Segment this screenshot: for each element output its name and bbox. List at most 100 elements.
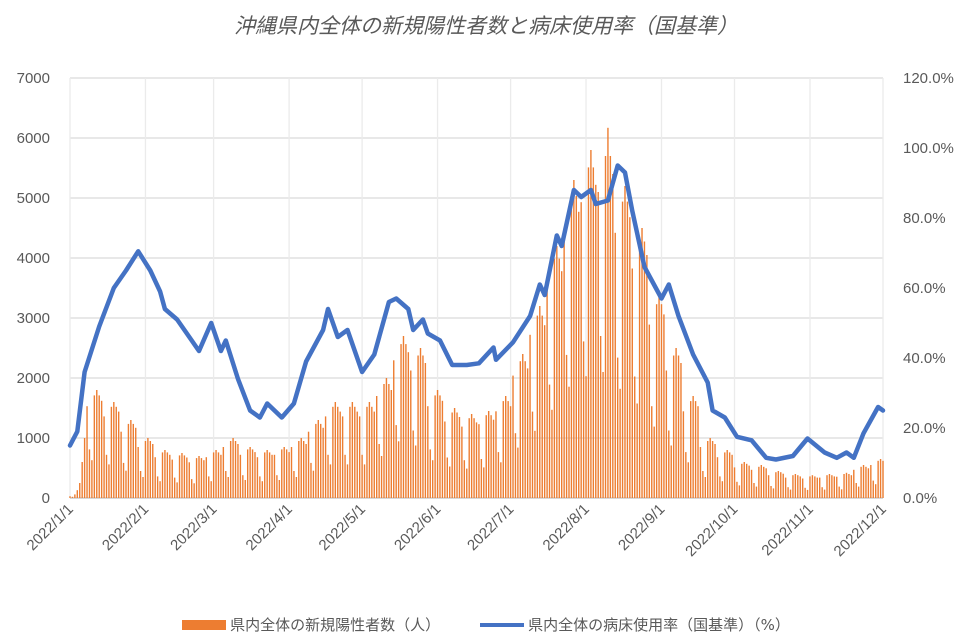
bar-daily-cases — [660, 304, 663, 498]
bar-daily-cases — [648, 324, 651, 498]
bar-daily-cases — [575, 195, 577, 498]
bar-daily-cases — [98, 395, 100, 498]
bar-daily-cases — [767, 475, 770, 498]
bar-daily-cases — [500, 462, 502, 498]
bar-daily-cases — [845, 472, 848, 498]
bar-daily-cases — [390, 390, 393, 498]
y-right-tick-label: 60.0% — [903, 280, 946, 297]
bar-daily-cases — [208, 476, 210, 498]
bar-daily-cases — [587, 167, 590, 498]
bar-daily-cases — [234, 441, 237, 498]
bar-daily-cases — [237, 444, 239, 498]
bar-daily-cases — [217, 452, 220, 498]
bar-daily-cases — [694, 401, 697, 498]
y-right-tick-label: 120.0% — [903, 70, 954, 87]
bar-daily-cases — [434, 395, 436, 498]
bar-daily-cases — [225, 471, 227, 498]
bar-daily-cases — [144, 441, 147, 498]
bar-daily-cases — [675, 348, 677, 498]
y-left-tick-label: 4000 — [17, 250, 50, 267]
bar-daily-cases — [865, 466, 867, 498]
bar-daily-cases — [324, 416, 327, 498]
bar-daily-cases — [395, 425, 397, 498]
bar-daily-cases — [814, 476, 816, 498]
bar-daily-cases — [604, 156, 607, 498]
bar-daily-cases — [173, 477, 176, 498]
bar-daily-cases — [643, 241, 646, 498]
bar-daily-cases — [843, 474, 845, 498]
bar-daily-cases — [310, 462, 312, 498]
bar-daily-cases — [232, 438, 234, 498]
bar-daily-cases — [436, 390, 439, 498]
bar-daily-cases — [877, 460, 879, 498]
bar-daily-cases — [485, 415, 487, 498]
bar-daily-cases — [772, 488, 775, 498]
bar-daily-cases — [573, 180, 575, 498]
bar-daily-cases — [127, 423, 130, 498]
bar-daily-cases — [838, 486, 840, 498]
bar-daily-cases — [130, 420, 132, 498]
bar-daily-cases — [519, 361, 522, 498]
bar-daily-cases — [402, 336, 405, 498]
bar-daily-cases — [578, 211, 580, 499]
bar-daily-cases — [188, 462, 190, 498]
x-tick-label: 2022/6/1 — [391, 501, 444, 554]
bar-daily-cases — [281, 449, 283, 498]
bar-daily-cases — [631, 268, 633, 498]
bar-daily-cases — [670, 445, 672, 498]
bar-daily-cases — [113, 402, 115, 498]
bar-daily-cases — [251, 449, 254, 498]
bar-daily-cases — [320, 423, 322, 498]
bar-daily-cases — [682, 411, 685, 498]
bar-daily-cases — [147, 438, 149, 498]
bar-daily-cases — [100, 400, 103, 498]
bar-daily-cases — [612, 174, 614, 498]
bar-daily-cases — [156, 476, 159, 498]
bar-daily-cases — [522, 354, 524, 498]
bar-daily-cases — [692, 396, 694, 498]
bar-daily-cases — [154, 457, 156, 498]
bar-daily-cases — [653, 426, 655, 498]
x-tick-label: 2022/7/1 — [464, 501, 517, 554]
legend-item-bed-occupancy: 県内全体の病床使用率（国基準）（%） — [480, 614, 790, 635]
bar-daily-cases — [697, 406, 699, 498]
bar-daily-cases — [531, 411, 534, 498]
bar-daily-cases — [93, 395, 96, 498]
bar-daily-cases — [738, 485, 741, 498]
bar-daily-cases — [349, 406, 351, 498]
bar-daily-cases — [288, 452, 290, 498]
bar-daily-cases — [358, 416, 361, 498]
bar-daily-cases — [271, 454, 273, 498]
bar-daily-cases — [672, 355, 675, 498]
bar-daily-cases — [273, 454, 276, 498]
bar-daily-cases — [823, 489, 826, 498]
bar-daily-cases — [305, 444, 307, 498]
bar-daily-cases — [850, 475, 853, 498]
bar-daily-cases — [429, 449, 431, 498]
bar-daily-cases — [543, 325, 546, 498]
bar-daily-cases — [405, 344, 407, 498]
bar-daily-cases — [553, 258, 556, 498]
bar-daily-cases — [229, 441, 232, 498]
bar-daily-cases — [874, 484, 877, 498]
bar-daily-cases — [517, 447, 519, 498]
x-tick-label: 2022/3/1 — [167, 501, 220, 554]
bar-daily-cases — [222, 447, 225, 498]
y-left-tick-label: 5000 — [17, 190, 50, 207]
bar-daily-cases — [536, 315, 539, 498]
bar-daily-cases — [658, 294, 660, 498]
bar-daily-cases — [602, 372, 604, 498]
bar-daily-cases — [181, 453, 183, 498]
bar-daily-cases — [407, 352, 410, 498]
bar-daily-cases — [690, 401, 692, 498]
bar-daily-cases — [626, 201, 629, 498]
bar-daily-cases — [186, 457, 188, 498]
x-tick-label: 2022/2/1 — [99, 501, 152, 554]
bar-daily-cases — [621, 201, 624, 498]
bar-daily-cases — [512, 375, 514, 498]
bar-daily-cases — [505, 396, 507, 498]
bar-daily-cases — [777, 471, 780, 498]
bar-daily-cases — [470, 414, 473, 498]
legend-swatch-bar — [182, 619, 227, 630]
